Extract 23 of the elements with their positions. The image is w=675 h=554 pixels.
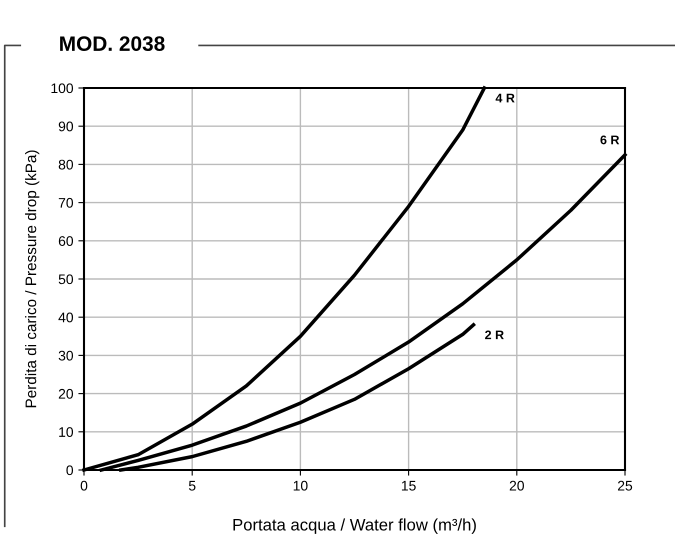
y-tick-label: 100 (51, 83, 74, 94)
y-tick-label: 0 (66, 465, 74, 476)
y-axis-title: Perdita di carico / Pressure drop (kPa) (25, 150, 40, 408)
y-tick-label: 40 (58, 312, 74, 322)
series-label: 4 R (496, 94, 515, 102)
x-tick-label: 5 (188, 480, 196, 491)
y-tick-label: 60 (58, 236, 74, 246)
chart-title: MOD. 2038 (60, 36, 165, 52)
y-tick-label: 80 (58, 160, 74, 170)
x-tick-label: 0 (80, 480, 88, 491)
series-label: 6 R (600, 135, 620, 144)
y-tick-label: 10 (59, 427, 74, 437)
series-label: 2 R (485, 330, 504, 340)
y-tick-label: 30 (58, 350, 74, 361)
y-tick-label: 50 (58, 274, 74, 284)
x-tick-label: 10 (294, 480, 308, 491)
y-tick-label: 90 (58, 122, 74, 132)
x-tick-label: 15 (402, 480, 416, 491)
y-tick-label: 70 (58, 198, 74, 208)
y-tick-label: 20 (58, 388, 74, 399)
x-tick-label: 20 (510, 480, 524, 491)
x-tick-label: 25 (618, 480, 632, 491)
x-axis-title: Portata acqua / Water flow (m³/h) (233, 518, 476, 534)
